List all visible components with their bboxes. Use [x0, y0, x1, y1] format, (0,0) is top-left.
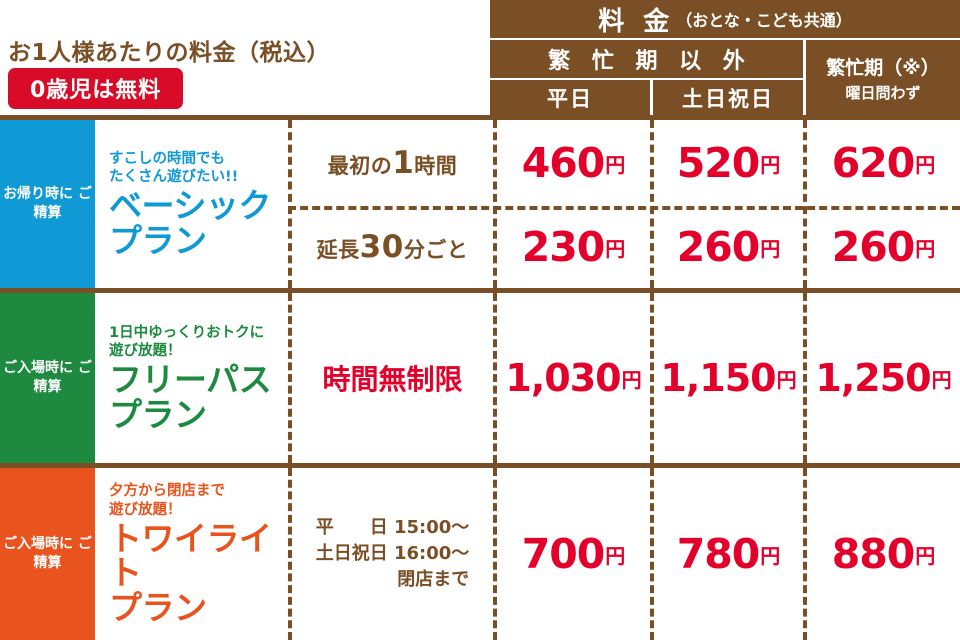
plan-tagline: 夕方から閉店まで 遊び放題！ [109, 483, 225, 519]
plan-settlement-tag: ご入場時に ご精算 [0, 468, 95, 640]
price-amount: 520 [676, 139, 761, 187]
header-offpeak-group: 繁 忙 期 以 外 [490, 40, 803, 78]
price-cell: 230 円 [497, 206, 650, 288]
header-column-weekday: 平日 [490, 80, 650, 115]
row-inner-divider [288, 206, 960, 210]
price-amount: 460 [521, 139, 606, 187]
header-fee-main-label: 料 金 [598, 6, 675, 37]
currency-unit: 円 [760, 543, 781, 568]
price-cell: 1,250 円 [807, 293, 960, 463]
price-amount: 700 [521, 530, 606, 578]
price-amount: 620 [831, 139, 916, 187]
plan-title-block: すこしの時間でも たくさん遊びたい!! ベーシック プラン [95, 120, 288, 288]
header-column-weekend: 土日祝日 [653, 80, 803, 115]
duration-cell: 延長30分ごと [292, 206, 493, 288]
price-amount: 260 [676, 223, 761, 271]
header-peak-label: 繁忙期（※） [826, 56, 940, 79]
currency-unit: 円 [605, 543, 626, 568]
page-title: お1人様あたりの料金（税込） [8, 40, 331, 66]
price-cell: 460 円 [497, 120, 650, 206]
table-row: お帰り時に ご精算 すこしの時間でも たくさん遊びたい!! ベーシック プラン … [0, 115, 960, 288]
column-divider [803, 120, 807, 288]
currency-unit: 円 [621, 367, 642, 392]
plan-name: トワイライト プラン [109, 518, 272, 627]
duration-cell: 時間無制限 [292, 293, 493, 463]
duration-text: 最初の1時間 [328, 145, 458, 181]
column-divider [650, 120, 654, 288]
column-divider [650, 293, 654, 463]
duration-number: 30 [359, 229, 404, 265]
duration-cell: 平 日 15:00〜 土日祝日 16:00〜 閉店まで [292, 468, 493, 640]
currency-unit: 円 [605, 236, 626, 261]
price-cell: 620 円 [807, 120, 960, 206]
price-cell: 780 円 [654, 468, 803, 640]
duration-text: 時間無制限 [322, 363, 463, 396]
plan-title-block: 夕方から閉店まで 遊び放題！ トワイライト プラン [95, 468, 288, 640]
caption-area: お1人様あたりの料金（税込） 0歳児は無料 [0, 0, 490, 115]
column-divider [803, 293, 807, 463]
currency-unit: 円 [760, 152, 781, 177]
price-amount: 780 [676, 530, 761, 578]
currency-unit: 円 [915, 236, 936, 261]
column-divider [493, 468, 497, 640]
price-cell: 880 円 [807, 468, 960, 640]
price-amount: 880 [831, 530, 916, 578]
column-divider [803, 468, 807, 640]
plan-settlement-tag: お帰り時に ご精算 [0, 120, 95, 288]
duration-text: 延長30分ごと [317, 229, 469, 265]
price-cell: 1,150 円 [654, 293, 803, 463]
price-cell: 260 円 [654, 206, 803, 288]
duration-number: 1 [392, 145, 415, 181]
price-cell: 700 円 [497, 468, 650, 640]
header-peak-note: 曜日問わず [845, 83, 921, 102]
column-divider [288, 120, 292, 288]
plan-tagline: 1日中ゆっくりおトクに 遊び放題！ [109, 324, 265, 360]
currency-unit: 円 [915, 152, 936, 177]
plan-settlement-tag: ご入場時に ご精算 [0, 293, 95, 463]
header-column-peak: 繁忙期（※） 曜日問わず [806, 40, 960, 115]
price-amount: 1,250 [815, 356, 931, 400]
price-amount: 1,030 [505, 356, 621, 400]
column-divider [493, 293, 497, 463]
currency-unit: 円 [760, 236, 781, 261]
column-divider [288, 293, 292, 463]
duration-suffix: 分ごと [403, 238, 469, 262]
currency-unit: 円 [931, 367, 952, 392]
column-divider [288, 468, 292, 640]
currency-unit: 円 [605, 152, 626, 177]
column-divider [650, 468, 654, 640]
currency-unit: 円 [915, 543, 936, 568]
table-row: ご入場時に ご精算 夕方から閉店まで 遊び放題！ トワイライト プラン 平 日 … [0, 463, 960, 640]
plan-title-block: 1日中ゆっくりおトクに 遊び放題！ フリーパス プラン [95, 293, 288, 463]
price-amount: 230 [521, 223, 606, 271]
free-infant-badge: 0歳児は無料 [8, 68, 184, 109]
duration-prefix: 延長 [316, 238, 360, 262]
duration-cell: 最初の1時間 [292, 120, 493, 206]
duration-suffix: 時間 [414, 154, 458, 178]
price-amount: 1,150 [660, 356, 776, 400]
header-fee-sub-label: （おとな・こども共通） [676, 11, 852, 30]
currency-unit: 円 [776, 367, 797, 392]
price-amount: 260 [831, 223, 916, 271]
table-row: ご入場時に ご精算 1日中ゆっくりおトクに 遊び放題！ フリーパス プラン 時間… [0, 288, 960, 463]
column-divider [493, 120, 497, 288]
plan-name: ベーシック プラン [109, 185, 271, 260]
plan-tagline: すこしの時間でも たくさん遊びたい!! [109, 150, 239, 186]
price-cell: 260 円 [807, 206, 960, 288]
header-fee-title: 料 金 （おとな・こども共通） [490, 0, 960, 38]
price-cell: 1,030 円 [497, 293, 650, 463]
plan-name: フリーパス プラン [109, 359, 272, 434]
duration-text: 平 日 15:00〜 土日祝日 16:00〜 閉店まで [315, 516, 470, 591]
table-body: お帰り時に ご精算 すこしの時間でも たくさん遊びたい!! ベーシック プラン … [0, 115, 960, 640]
price-cell: 520 円 [654, 120, 803, 206]
duration-prefix: 最初の [327, 154, 393, 178]
